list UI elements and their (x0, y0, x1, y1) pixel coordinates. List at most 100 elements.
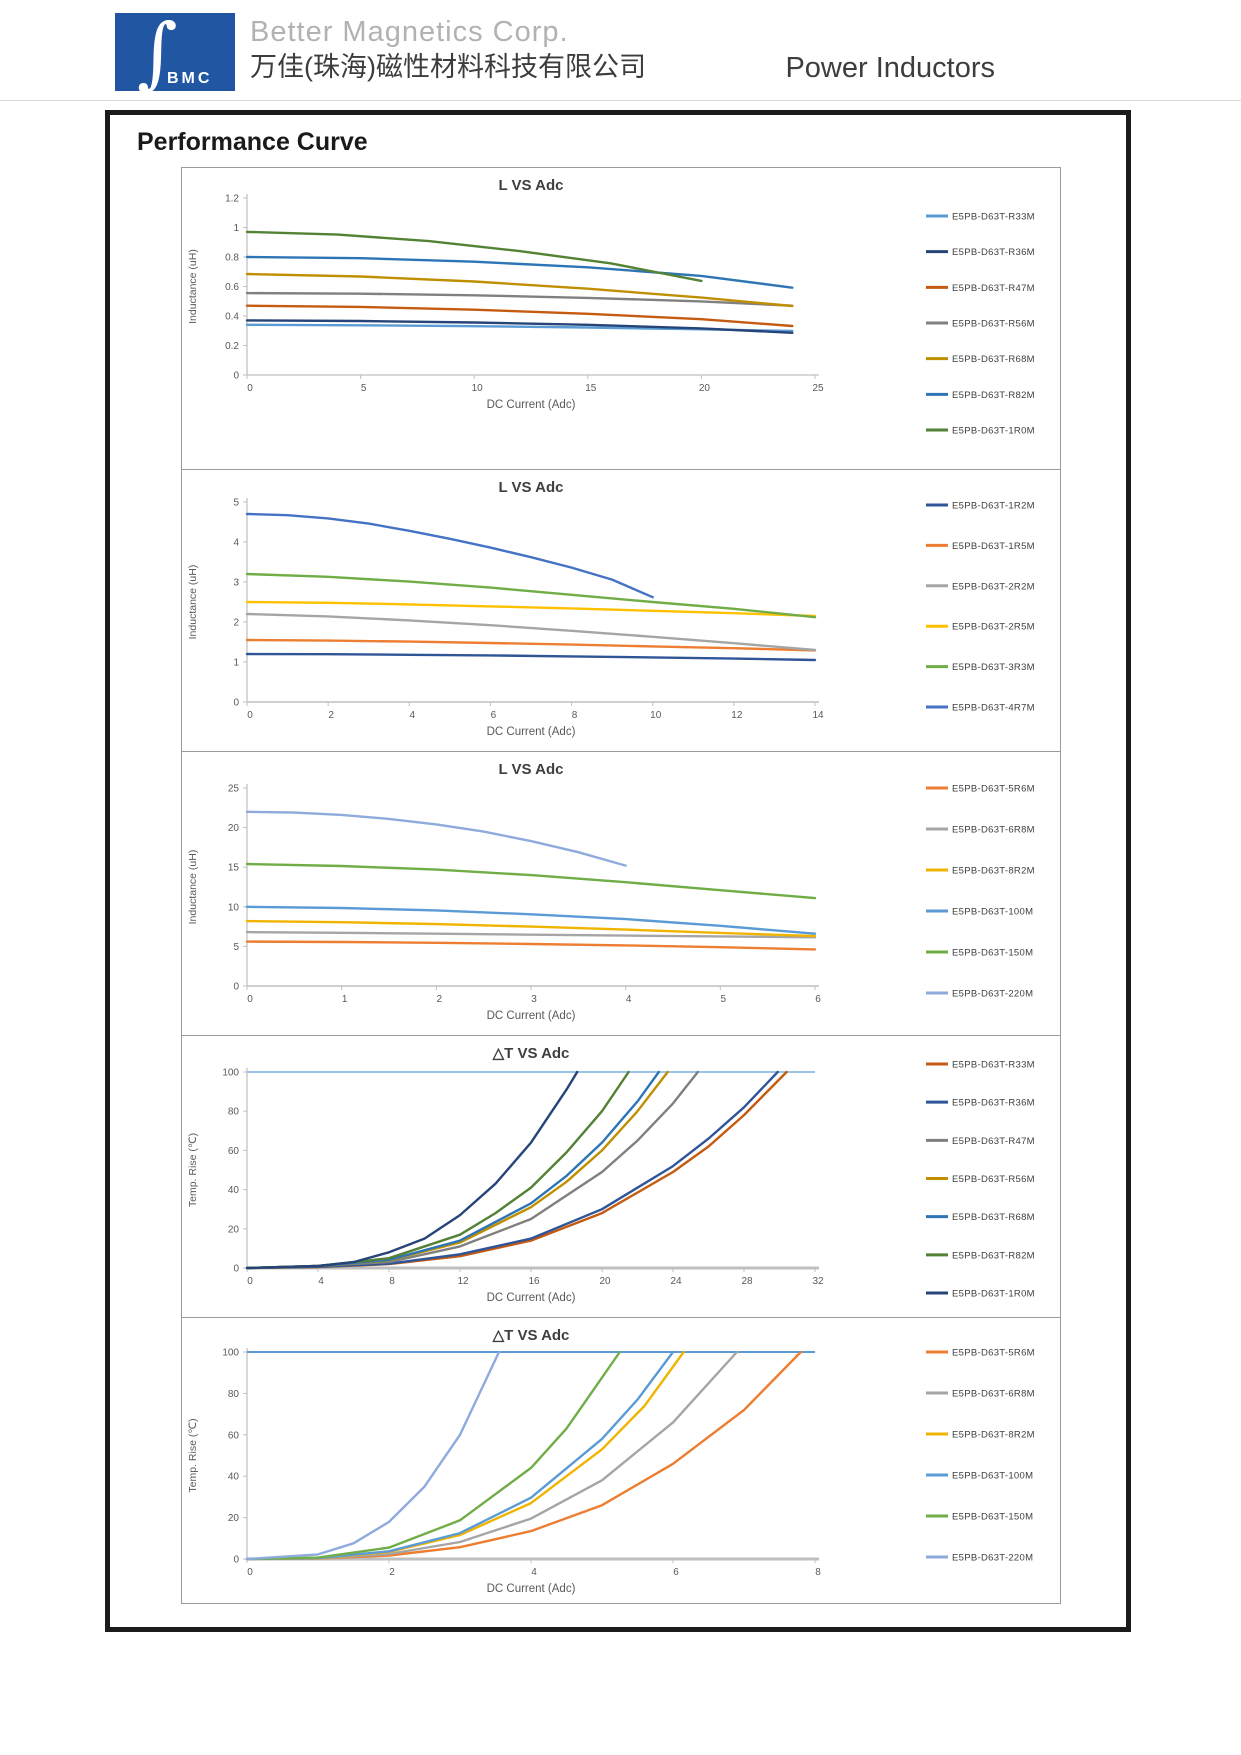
chart-panel-l-vs-adc-2: L VS Adc 0 1 2 3 4 5 0 2 4 6 8 10 12 14 DC Current (Adc… (182, 470, 1060, 752)
chart-svg: △T VS Adc 0 20 40 60 80 100 0 4 8 12 16 20 24 28 32 DC C… (187, 1045, 1035, 1304)
legend-label: E5PB-D63T-R36M (952, 247, 1035, 258)
series-curve-E5PB-D63T-R36M (245, 319, 794, 335)
y-tick-label: 1 (233, 223, 239, 234)
x-tick-label: 25 (812, 383, 824, 394)
y-tick-label: 20 (228, 1513, 240, 1524)
x-tick-label: 6 (491, 710, 497, 721)
series-curve-E5PB-D63T-R56M (245, 291, 794, 307)
y-axis-label: Inductance (uH) (187, 249, 199, 324)
x-tick-label: 6 (815, 994, 821, 1005)
series-curve-E5PB-D63T-150M (245, 862, 817, 900)
legend-label: E5PB-D63T-R82M (952, 1250, 1035, 1261)
svg-text:∫: ∫ (137, 13, 178, 91)
series-curve-E5PB-D63T-R47M (245, 304, 794, 328)
chart-title: L VS Adc (498, 761, 563, 778)
chart-panel-l-vs-adc-1: L VS Adc 0 0.2 0.4 0.6 0.8 1 1.2 0 5 10 15 20 25 DC Cu… (182, 168, 1060, 470)
legend-label: E5PB-D63T-R47M (952, 283, 1035, 294)
series-curve-E5PB-D63T-2R2M (245, 612, 817, 652)
x-tick-label: 3 (531, 994, 537, 1005)
legend-label: E5PB-D63T-R33M (952, 212, 1035, 223)
product-category-title: Power Inductors (785, 52, 995, 84)
y-tick-label: 2 (233, 618, 239, 629)
series-curve-E5PB-D63T-8R2M (245, 1350, 685, 1561)
legend-label: E5PB-D63T-R47M (952, 1136, 1035, 1147)
company-name-cn: 万佳(珠海)磁性材料科技有限公司 (250, 52, 646, 83)
content-frame: Performance Curve L VS Adc 0 0.2 0.4 0.6 0.8 1… (105, 110, 1131, 1632)
series-curve-E5PB-D63T-1R5M (245, 638, 817, 652)
series-curve-E5PB-D63T-6R8M (245, 930, 817, 939)
legend-label: E5PB-D63T-100M (952, 1471, 1033, 1482)
y-tick-label: 25 (228, 784, 240, 795)
x-tick-label: 15 (585, 383, 597, 394)
x-tick-label: 28 (741, 1276, 753, 1287)
series-curve-E5PB-D63T-1R2M (245, 652, 817, 662)
legend-label: E5PB-D63T-150M (952, 1512, 1033, 1523)
x-tick-label: 4 (531, 1567, 537, 1578)
x-tick-label: 2 (389, 1567, 395, 1578)
x-tick-label: 8 (815, 1567, 821, 1578)
x-tick-label: 4 (626, 994, 632, 1005)
y-tick-label: 40 (228, 1185, 240, 1196)
chart-svg: L VS Adc 0 5 10 15 20 25 0 1 2 3 4 5 6 DC Current (Adc… (187, 761, 1035, 1022)
chart-svg: △T VS Adc 0 20 40 60 80 100 0 2 4 6 8 DC Current (Ad… (187, 1327, 1035, 1595)
x-tick-label: 16 (528, 1276, 540, 1287)
chart-panel-dt-vs-adc-1: △T VS Adc 0 20 40 60 80 100 0 4 8 12 16 20 24 28 32 DC C… (182, 1036, 1060, 1318)
y-tick-label: 100 (222, 1068, 239, 1079)
chart-panel-dt-vs-adc-2: △T VS Adc 0 20 40 60 80 100 0 2 4 6 8 DC Current (Ad… (182, 1318, 1060, 1605)
y-tick-label: 0 (233, 371, 239, 382)
x-tick-label: 20 (699, 383, 711, 394)
y-tick-label: 60 (228, 1430, 240, 1441)
y-axis-label: Inductance (uH) (187, 565, 199, 640)
legend-label: E5PB-D63T-R36M (952, 1098, 1035, 1109)
y-tick-label: 100 (222, 1348, 239, 1359)
series-curve-E5PB-D63T-4R7M (245, 512, 654, 599)
legend-label: E5PB-D63T-R56M (952, 1174, 1035, 1185)
legend-label: E5PB-D63T-220M (952, 1553, 1033, 1564)
x-axis-label: DC Current (Adc) (487, 1583, 576, 1595)
legend-label: E5PB-D63T-6R8M (952, 1389, 1035, 1400)
y-tick-label: 1 (233, 658, 239, 669)
series-curve-E5PB-D63T-220M (245, 1350, 501, 1561)
series-curve-E5PB-D63T-6R8M (245, 1350, 739, 1561)
legend-label: E5PB-D63T-R68M (952, 354, 1035, 365)
series-curve-E5PB-D63T-R33M (245, 1070, 788, 1270)
series-curve-E5PB-D63T-1R0M (245, 1070, 579, 1270)
x-tick-label: 2 (437, 994, 443, 1005)
legend-label: E5PB-D63T-R82M (952, 390, 1035, 401)
company-name-en: Better Magnetics Corp. (250, 16, 569, 48)
y-tick-label: 0.6 (225, 282, 239, 293)
y-tick-label: 0 (233, 982, 239, 993)
y-tick-label: 5 (233, 498, 239, 509)
series-curve-E5PB-D63T-R82M (245, 255, 794, 289)
legend-label: E5PB-D63T-100M (952, 907, 1033, 918)
chart-title: △T VS Adc (492, 1045, 570, 1062)
y-tick-label: 20 (228, 823, 240, 834)
charts-container: L VS Adc 0 0.2 0.4 0.6 0.8 1 1.2 0 5 10 15 20 25 DC Cu… (181, 167, 1061, 1604)
x-tick-label: 10 (472, 383, 484, 394)
y-tick-label: 4 (233, 538, 239, 549)
bmc-logo: ∫ BMC (115, 8, 235, 98)
chart-title: L VS Adc (498, 479, 563, 496)
page-title: Performance Curve (137, 128, 368, 156)
x-tick-label: 20 (599, 1276, 611, 1287)
y-tick-label: 0.8 (225, 253, 239, 264)
chart-panel-l-vs-adc-3: L VS Adc 0 5 10 15 20 25 0 1 2 3 4 5 6 DC Current (Adc… (182, 752, 1060, 1036)
series-curve-E5PB-D63T-R68M (245, 272, 794, 308)
legend-label: E5PB-D63T-5R6M (952, 784, 1035, 795)
legend-label: E5PB-D63T-8R2M (952, 866, 1035, 877)
series-curve-E5PB-D63T-R68M (245, 1070, 660, 1270)
x-tick-label: 4 (318, 1276, 324, 1287)
x-axis-label: DC Current (Adc) (487, 399, 576, 411)
series-curve-E5PB-D63T-150M (245, 1350, 621, 1561)
legend-label: E5PB-D63T-1R0M (952, 1289, 1035, 1300)
series-curve-E5PB-D63T-1R0M (245, 230, 703, 283)
x-tick-label: 1 (342, 994, 348, 1005)
legend-label: E5PB-D63T-3R3M (952, 662, 1035, 673)
chart-svg: L VS Adc 0 0.2 0.4 0.6 0.8 1 1.2 0 5 10 15 20 25 DC Cu… (187, 177, 1035, 437)
x-tick-label: 0 (247, 383, 253, 394)
x-tick-label: 4 (410, 710, 416, 721)
series-curve-E5PB-D63T-3R3M (245, 572, 817, 619)
x-axis-label: DC Current (Adc) (487, 726, 576, 738)
x-tick-label: 0 (247, 994, 253, 1005)
